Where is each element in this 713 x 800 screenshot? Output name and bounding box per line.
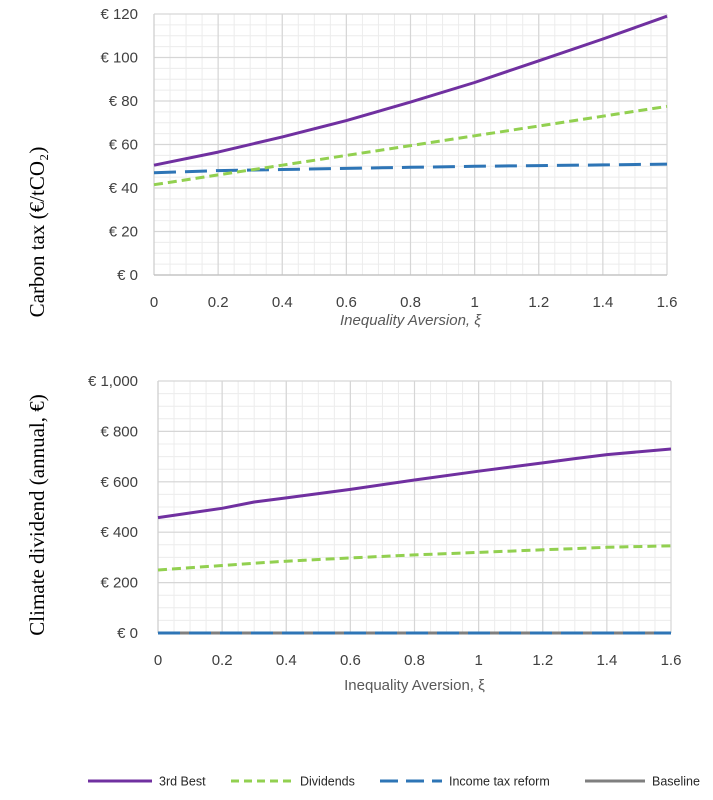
y-tick-label: € 100 bbox=[100, 50, 138, 67]
y-axis-title: Carbon tax (€/tCO₂) bbox=[25, 147, 49, 318]
x-tick-label: 1.4 bbox=[592, 294, 613, 311]
y-tick-label: € 80 bbox=[109, 93, 138, 110]
x-tick-label: 0.4 bbox=[272, 294, 293, 311]
legend-label-baseline: Baseline bbox=[652, 775, 700, 789]
x-tick-label: 0.6 bbox=[336, 294, 357, 311]
y-tick-label: € 200 bbox=[100, 575, 138, 592]
series-line-3rd-best bbox=[157, 447, 672, 520]
x-tick-label: 1.2 bbox=[532, 652, 553, 669]
x-tick-label: 0.2 bbox=[212, 652, 233, 669]
x-tick-label: 0.6 bbox=[340, 652, 361, 669]
x-tick-label: 0 bbox=[154, 652, 162, 669]
x-tick-label: 0.8 bbox=[404, 652, 425, 669]
x-tick-label: 0.2 bbox=[208, 294, 229, 311]
y-tick-label: € 400 bbox=[100, 524, 138, 541]
y-tick-label: € 0 bbox=[117, 625, 138, 642]
x-tick-label: 0 bbox=[150, 294, 158, 311]
x-tick-label: 0.4 bbox=[276, 652, 297, 669]
x-tick-label: 1.4 bbox=[596, 652, 617, 669]
legend: 3rd Best Dividends Income tax reform Baseli… bbox=[88, 775, 700, 789]
x-axis-title: Inequality Aversion, ξ bbox=[344, 677, 485, 694]
x-tick-label: 1 bbox=[474, 652, 482, 669]
y-tick-label: € 60 bbox=[109, 137, 138, 154]
legend-label-income-tax-reform: Income tax reform bbox=[449, 775, 550, 789]
x-axis-title: Inequality Aversion, ξ bbox=[340, 312, 482, 329]
x-tick-label: 0.8 bbox=[400, 294, 421, 311]
series-line-income-tax-reform bbox=[153, 162, 668, 175]
y-tick-label: € 1,000 bbox=[88, 373, 138, 390]
series-line-dividends bbox=[153, 104, 668, 187]
x-tick-label: 1.2 bbox=[528, 294, 549, 311]
x-tick-label: 1.6 bbox=[657, 294, 678, 311]
y-tick-label: € 40 bbox=[109, 180, 138, 197]
x-tick-label: 1.6 bbox=[661, 652, 682, 669]
y-tick-label: € 0 bbox=[117, 267, 138, 284]
series-line-3rd-best bbox=[153, 14, 668, 167]
y-axis-title: Climate dividend (annual, €) bbox=[25, 394, 49, 635]
climate-dividend-chart: 0 0.2 0.4 0.6 0.8 1 1.2 1.4 1.6 € 0 € 200 € 400 € 60… bbox=[25, 373, 681, 694]
y-tick-label: € 20 bbox=[109, 224, 138, 241]
legend-label-3rd-best: 3rd Best bbox=[159, 775, 206, 789]
x-tick-label: 1 bbox=[470, 294, 478, 311]
carbon-tax-chart: 0 0.2 0.4 0.6 0.8 1 1.2 1.4 1.6 € 0 € 20 € 40 € 60 € … bbox=[25, 6, 677, 329]
series-line-dividends bbox=[157, 544, 672, 572]
legend-label-dividends: Dividends bbox=[300, 775, 355, 789]
y-tick-label: € 120 bbox=[100, 6, 138, 23]
y-tick-label: € 600 bbox=[100, 474, 138, 491]
y-tick-label: € 800 bbox=[100, 423, 138, 440]
